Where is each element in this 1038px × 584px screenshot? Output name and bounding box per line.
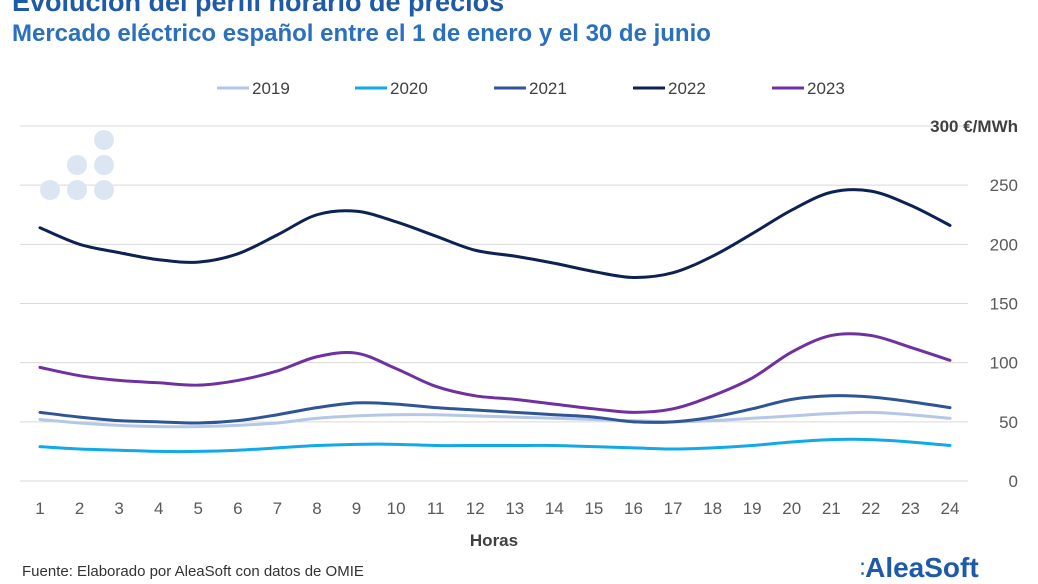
legend-label-2022: 2022 [668, 79, 706, 98]
x-tick-label: 14 [545, 499, 564, 518]
series-line-2022 [38, 188, 952, 279]
x-tick-label: 4 [154, 499, 163, 518]
y-tick-label: 250 [990, 176, 1018, 195]
legend-label-2020: 2020 [390, 79, 428, 98]
x-tick-label: 9 [352, 499, 361, 518]
y-tick-label: 0 [1009, 472, 1018, 491]
chart-title: Evolución del perfil horario de precios [12, 0, 505, 17]
y-tick-label: 150 [990, 295, 1018, 314]
logo-dot [94, 180, 114, 200]
x-axis-title: Horas [470, 531, 518, 550]
brand-logo: ⁚AleaSoft [860, 552, 979, 584]
series-line-2023 [38, 332, 952, 414]
x-tick-label: 17 [664, 499, 683, 518]
x-tick-label: 13 [505, 499, 524, 518]
x-tick-label: 22 [861, 499, 880, 518]
logo-dot [94, 155, 114, 175]
x-tick-label: 8 [312, 499, 321, 518]
legend-label-2021: 2021 [529, 79, 567, 98]
x-tick-label: 7 [273, 499, 282, 518]
y-unit-label: 300 €/MWh [930, 117, 1018, 136]
source-note: Fuente: Elaborado por AleaSoft con datos… [22, 563, 364, 580]
x-tick-label: 5 [194, 499, 203, 518]
x-tick-label: 18 [703, 499, 722, 518]
y-tick-label: 50 [999, 413, 1018, 432]
x-tick-label: 19 [743, 499, 762, 518]
series-lines [38, 188, 952, 454]
grid-lines [20, 125, 968, 482]
x-tick-label: 20 [782, 499, 801, 518]
aleasoft-dots-logo [40, 130, 114, 200]
x-tick-label: 21 [822, 499, 841, 518]
x-tick-label: 1 [35, 499, 44, 518]
logo-dot [40, 180, 60, 200]
x-axis-ticks: 1 2 3 4 5 6 7 8 9 10 11 12 13 14 15 16 17 18 19 20 21 22 23 24 [35, 499, 959, 518]
y-tick-label: 100 [990, 354, 1018, 373]
legend: 2019 2020 2021 2022 2023 [217, 79, 845, 98]
logo-dot [67, 180, 87, 200]
x-tick-label: 23 [901, 499, 920, 518]
x-tick-label: 15 [584, 499, 603, 518]
y-axis-ticks: 0 50 100 150 200 250 [990, 176, 1018, 491]
series-line-2020 [38, 437, 952, 454]
logo-dot [94, 130, 114, 150]
y-tick-label: 200 [990, 235, 1018, 254]
x-tick-label: 3 [114, 499, 123, 518]
x-tick-label: 16 [624, 499, 643, 518]
x-tick-label: 24 [941, 499, 960, 518]
x-tick-label: 11 [427, 499, 445, 518]
x-tick-label: 10 [387, 499, 406, 518]
x-tick-label: 6 [233, 499, 242, 518]
legend-label-2023: 2023 [807, 79, 845, 98]
x-tick-label: 2 [75, 499, 84, 518]
brand-name: AleaSoft [865, 552, 979, 583]
brand-dots-icon: ⁚ [860, 561, 866, 579]
series-line-2021 [38, 394, 952, 425]
logo-dot [67, 155, 87, 175]
chart-subtitle: Mercado eléctrico español entre el 1 de … [12, 20, 711, 47]
x-tick-label: 12 [466, 499, 485, 518]
series-line-2019 [38, 410, 952, 429]
legend-label-2019: 2019 [252, 79, 290, 98]
